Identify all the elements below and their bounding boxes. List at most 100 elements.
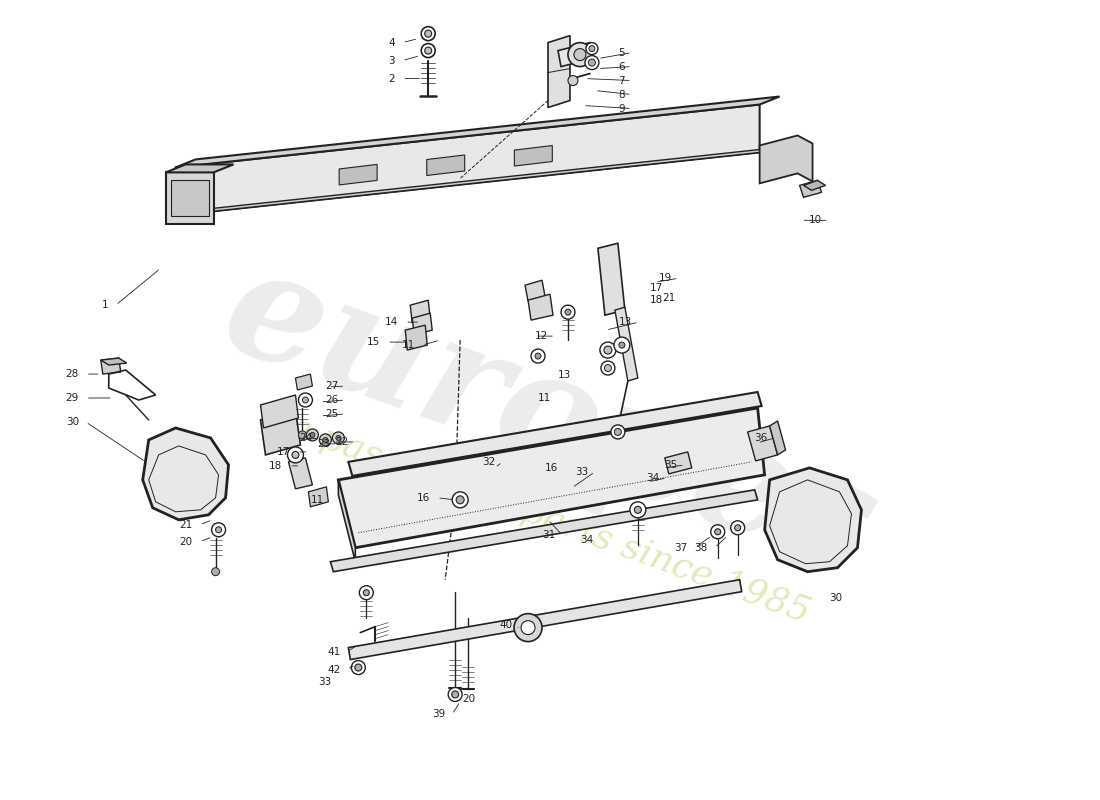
Text: 27: 27: [326, 381, 339, 391]
Text: 4: 4: [388, 38, 395, 48]
Polygon shape: [804, 180, 825, 190]
Circle shape: [302, 397, 308, 403]
Circle shape: [730, 521, 745, 534]
Circle shape: [585, 55, 598, 70]
Polygon shape: [176, 97, 780, 167]
Circle shape: [588, 59, 595, 66]
Circle shape: [561, 305, 575, 319]
Circle shape: [363, 590, 370, 596]
Polygon shape: [261, 410, 300, 455]
Circle shape: [615, 429, 622, 435]
Circle shape: [630, 502, 646, 518]
Text: 7: 7: [618, 75, 625, 86]
Text: 35: 35: [664, 460, 678, 470]
Circle shape: [531, 349, 544, 363]
Polygon shape: [101, 358, 121, 374]
Circle shape: [604, 346, 612, 354]
Text: 25: 25: [326, 409, 339, 419]
Text: 18: 18: [650, 295, 663, 305]
Text: 11: 11: [538, 393, 551, 403]
Text: 22: 22: [336, 437, 349, 447]
Polygon shape: [166, 165, 233, 172]
Polygon shape: [296, 374, 312, 390]
Polygon shape: [349, 580, 741, 659]
Text: 6: 6: [618, 62, 625, 71]
Circle shape: [425, 47, 431, 54]
Text: 42: 42: [327, 665, 340, 674]
Text: 19: 19: [659, 274, 672, 283]
Circle shape: [336, 435, 341, 441]
Circle shape: [568, 42, 592, 66]
Text: a passion for parts since 1985: a passion for parts since 1985: [285, 410, 815, 630]
Circle shape: [514, 614, 542, 642]
Circle shape: [604, 365, 612, 371]
Text: 33: 33: [318, 677, 332, 686]
Polygon shape: [427, 155, 464, 175]
Circle shape: [586, 42, 598, 54]
Text: 40: 40: [499, 620, 513, 630]
Circle shape: [521, 621, 535, 634]
Text: 15: 15: [367, 337, 381, 347]
Polygon shape: [515, 146, 552, 166]
Polygon shape: [143, 428, 229, 520]
Text: 31: 31: [541, 530, 556, 540]
Text: 20: 20: [462, 694, 475, 705]
Polygon shape: [558, 42, 593, 66]
Polygon shape: [405, 325, 427, 350]
Polygon shape: [176, 105, 760, 215]
Circle shape: [319, 434, 331, 446]
Polygon shape: [339, 165, 377, 185]
Polygon shape: [308, 487, 329, 507]
Text: 28: 28: [66, 369, 79, 379]
Polygon shape: [339, 408, 764, 548]
Polygon shape: [598, 243, 625, 315]
Polygon shape: [349, 392, 761, 476]
Text: 3: 3: [388, 55, 395, 66]
Circle shape: [735, 525, 740, 530]
Polygon shape: [176, 149, 770, 215]
Text: 36: 36: [755, 433, 768, 443]
Text: 16: 16: [417, 493, 430, 503]
Text: 24: 24: [299, 433, 312, 443]
Text: 17: 17: [650, 283, 663, 293]
Text: 23: 23: [317, 439, 330, 449]
Text: 38: 38: [694, 542, 707, 553]
Polygon shape: [412, 313, 432, 335]
Circle shape: [452, 492, 469, 508]
Circle shape: [535, 353, 541, 359]
Circle shape: [448, 687, 462, 702]
Text: 14: 14: [385, 317, 398, 327]
Text: 30: 30: [66, 417, 79, 427]
Circle shape: [568, 75, 578, 86]
Polygon shape: [288, 458, 312, 489]
Polygon shape: [101, 358, 127, 365]
Circle shape: [323, 438, 328, 442]
Circle shape: [600, 342, 616, 358]
Circle shape: [452, 691, 459, 698]
Text: 11: 11: [402, 340, 415, 350]
Polygon shape: [748, 426, 778, 461]
Circle shape: [619, 342, 625, 348]
Text: 13: 13: [558, 370, 571, 380]
Text: 9: 9: [618, 103, 625, 114]
Text: 20: 20: [179, 537, 192, 546]
Circle shape: [574, 49, 586, 61]
Circle shape: [298, 431, 307, 439]
Circle shape: [360, 586, 373, 600]
Text: 12: 12: [535, 331, 548, 341]
Circle shape: [421, 44, 436, 58]
Circle shape: [351, 661, 365, 674]
Text: 41: 41: [327, 646, 340, 657]
Text: 18: 18: [270, 461, 283, 471]
Text: 39: 39: [432, 710, 446, 719]
Text: 26: 26: [326, 395, 339, 405]
Bar: [170, 180, 209, 216]
Text: 8: 8: [618, 90, 625, 99]
Text: 37: 37: [674, 542, 688, 553]
Polygon shape: [760, 135, 813, 183]
Text: 34: 34: [580, 534, 593, 545]
Circle shape: [307, 429, 318, 441]
Text: 21: 21: [662, 293, 675, 303]
Text: 17: 17: [277, 447, 290, 457]
Polygon shape: [166, 172, 213, 224]
